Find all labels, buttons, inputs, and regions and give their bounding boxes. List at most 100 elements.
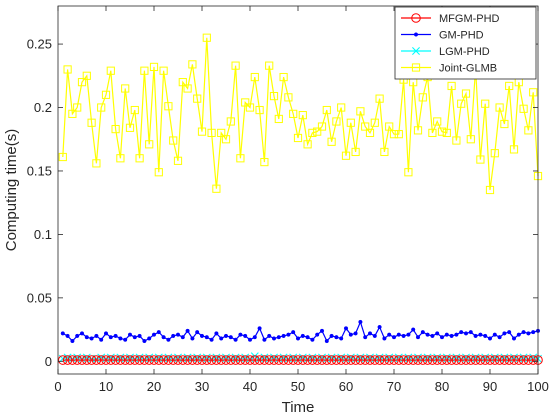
point-gm-phd — [247, 337, 253, 342]
point-gm-phd — [60, 331, 65, 336]
point-joint-glmb — [221, 135, 231, 144]
point-joint-glmb — [212, 184, 221, 193]
point-mfgm-phd — [403, 355, 414, 365]
point-joint-glmb — [293, 133, 303, 143]
point-joint-glmb — [178, 78, 187, 87]
point-mfgm-phd — [466, 355, 476, 365]
point-gm-phd — [180, 335, 185, 340]
point-gm-phd — [262, 337, 267, 342]
point-joint-glmb — [365, 128, 375, 137]
point-gm-phd — [372, 333, 377, 338]
point-mfgm-phd — [346, 355, 356, 365]
series-line-joint-glmb — [62, 37, 539, 191]
point-joint-glmb — [505, 81, 514, 91]
point-joint-glmb — [77, 78, 87, 87]
point-gm-phd — [449, 333, 454, 338]
legend-item-mfgm-phd: MFGM-PHD — [401, 13, 500, 25]
point-joint-glmb — [337, 103, 346, 112]
point-mfgm-phd — [120, 355, 130, 365]
point-gm-phd — [377, 324, 382, 330]
legend-marker-gm-phd — [413, 32, 419, 37]
point-mfgm-phd — [206, 355, 217, 365]
point-mfgm-phd — [523, 355, 534, 365]
point-mfgm-phd — [379, 355, 390, 365]
point-gm-phd — [185, 328, 190, 333]
x-tick-label: 40 — [243, 379, 257, 394]
series-gm-phd — [60, 319, 541, 344]
point-mfgm-phd — [115, 355, 126, 365]
point-mfgm-phd — [82, 355, 92, 365]
legend-label-joint-glmb: Joint-GLMB — [439, 63, 497, 75]
point-joint-glmb — [149, 62, 159, 72]
point-gm-phd — [348, 332, 353, 337]
point-joint-glmb — [317, 122, 327, 131]
point-mfgm-phd — [134, 355, 145, 365]
point-joint-glmb — [279, 72, 288, 82]
legend-label-mfgm-phd: MFGM-PHD — [439, 13, 500, 25]
point-gm-phd — [108, 335, 113, 340]
point-mfgm-phd — [360, 355, 371, 365]
point-gm-phd — [516, 332, 521, 337]
point-joint-glmb — [106, 66, 115, 75]
point-mfgm-phd — [326, 355, 337, 365]
point-joint-glmb — [509, 145, 519, 154]
point-gm-phd — [463, 331, 469, 336]
point-mfgm-phd — [384, 355, 395, 365]
point-joint-glmb — [111, 124, 120, 134]
point-gm-phd — [511, 336, 517, 341]
point-joint-glmb — [394, 130, 403, 139]
point-mfgm-phd — [91, 355, 102, 365]
point-gm-phd — [103, 331, 109, 336]
point-gm-phd — [171, 333, 176, 338]
point-gm-phd — [363, 335, 368, 340]
point-joint-glmb — [413, 126, 423, 135]
point-joint-glmb — [466, 135, 475, 144]
point-joint-glmb — [193, 94, 202, 103]
point-joint-glmb — [289, 109, 298, 118]
point-mfgm-phd — [504, 355, 515, 365]
point-gm-phd — [276, 335, 281, 340]
point-mfgm-phd — [250, 355, 260, 365]
point-gm-phd — [382, 336, 387, 341]
point-gm-phd — [339, 336, 344, 341]
point-joint-glmb — [255, 105, 264, 115]
point-mfgm-phd — [283, 355, 294, 365]
point-gm-phd — [521, 330, 526, 335]
point-gm-phd — [238, 332, 243, 337]
series-mfgm-phd — [58, 355, 543, 365]
point-gm-phd — [367, 331, 373, 336]
x-tick-label: 50 — [291, 379, 305, 394]
point-gm-phd — [214, 331, 219, 336]
point-mfgm-phd — [182, 355, 193, 365]
point-mfgm-phd — [216, 355, 226, 365]
point-gm-phd — [401, 333, 406, 338]
point-gm-phd — [425, 332, 430, 337]
point-mfgm-phd — [370, 355, 380, 365]
point-gm-phd — [295, 336, 301, 341]
point-mfgm-phd — [302, 355, 313, 365]
point-gm-phd — [497, 335, 502, 340]
point-mfgm-phd — [221, 355, 231, 365]
point-mfgm-phd — [235, 355, 246, 365]
point-gm-phd — [243, 333, 248, 338]
point-gm-phd — [502, 331, 507, 336]
point-joint-glmb — [524, 126, 533, 135]
point-gm-phd — [454, 332, 459, 337]
point-gm-phd — [123, 337, 128, 342]
point-mfgm-phd — [298, 355, 308, 365]
point-joint-glmb — [116, 154, 125, 163]
point-joint-glmb — [169, 136, 178, 145]
point-mfgm-phd — [418, 355, 428, 365]
point-mfgm-phd — [461, 355, 471, 365]
point-joint-glmb — [433, 117, 442, 126]
x-tick-label: 10 — [99, 379, 113, 394]
point-mfgm-phd — [96, 355, 106, 365]
point-gm-phd — [137, 333, 142, 338]
point-gm-phd — [195, 330, 200, 335]
point-gm-phd — [459, 330, 464, 335]
point-mfgm-phd — [408, 355, 419, 365]
point-mfgm-phd — [451, 355, 462, 365]
point-gm-phd — [507, 330, 512, 335]
point-gm-phd — [118, 336, 123, 341]
point-joint-glmb — [380, 147, 389, 157]
